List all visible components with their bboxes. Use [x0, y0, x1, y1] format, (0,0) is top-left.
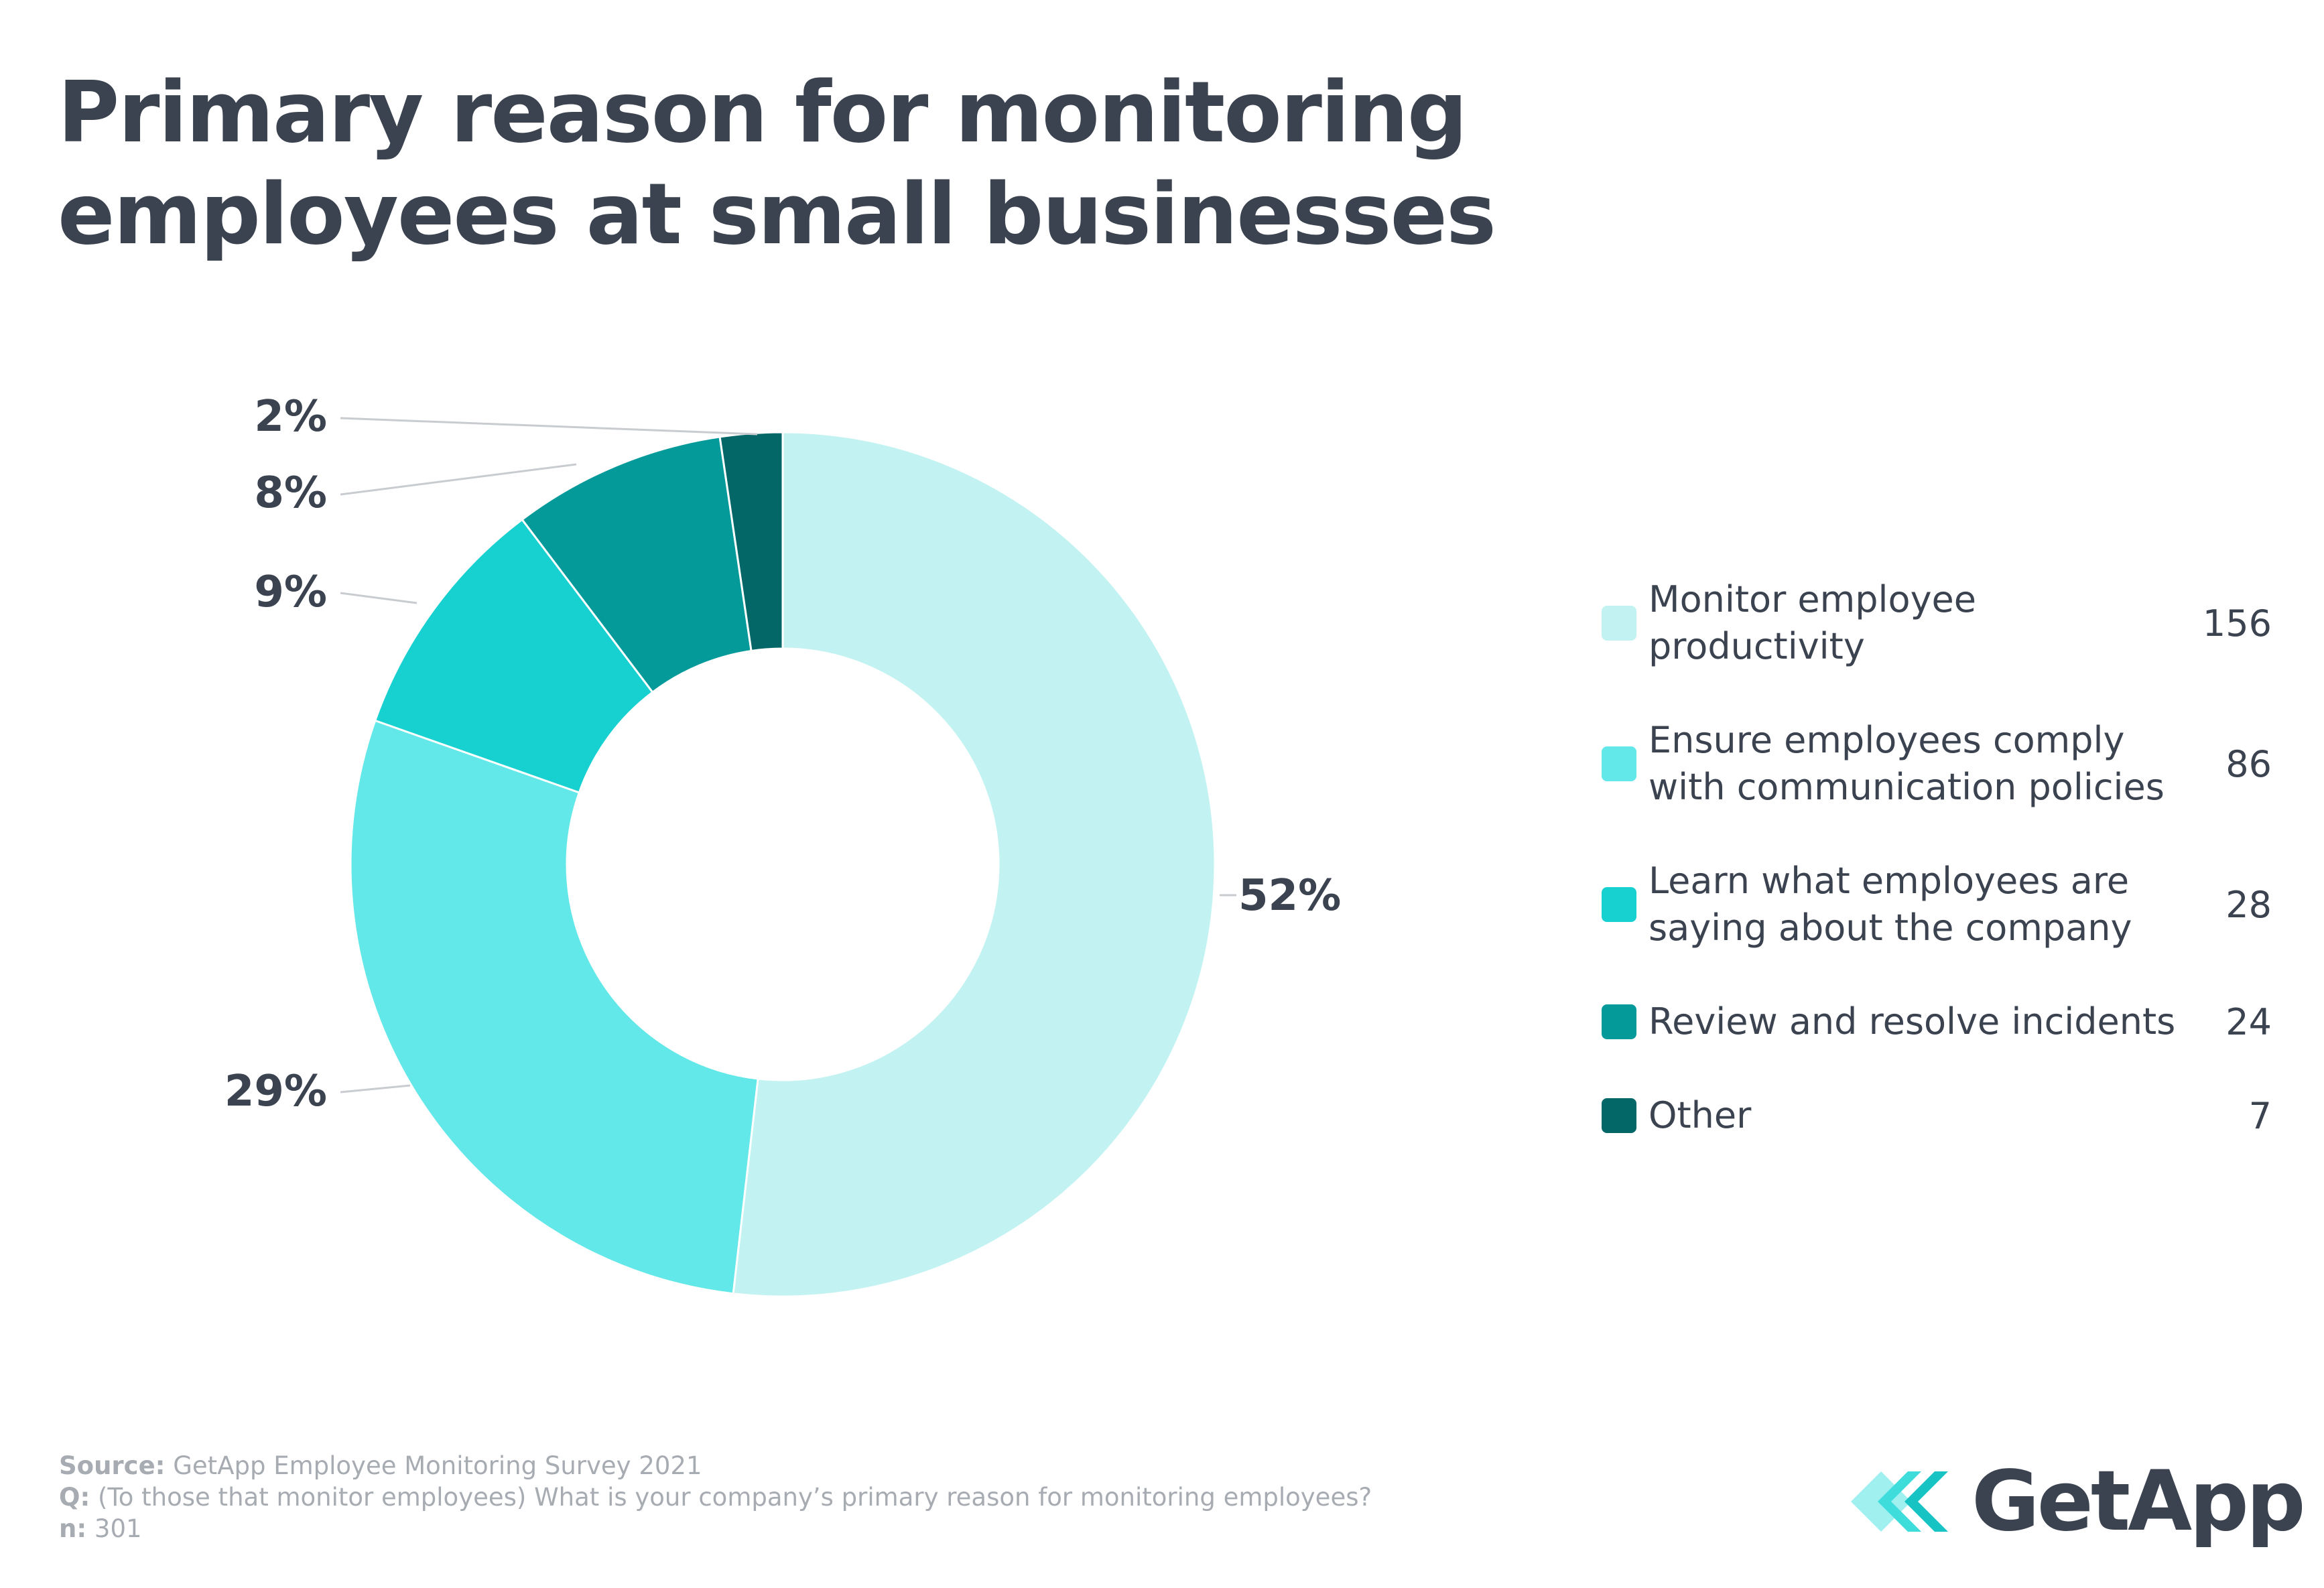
chart-title-line-2: employees at small businesses: [58, 165, 1496, 263]
legend-label-line: productivity: [1649, 625, 1865, 667]
legend-item: Learn what employees are saying about the…: [1602, 858, 2272, 951]
sample-size-line: n: 301: [59, 1513, 1372, 1544]
sample-size-label: n:: [59, 1514, 87, 1543]
donut-slices: [349, 431, 1216, 1298]
percent-labels: 52% 29% 9% 8% 2%: [224, 392, 1341, 1116]
leader-line-3: [340, 592, 417, 604]
donut-slice-4: [521, 436, 753, 694]
getapp-logo-text: GetApp: [1972, 1453, 2306, 1550]
legend-swatch: [1602, 887, 1636, 922]
percent-label-5: 2%: [254, 392, 327, 442]
legend-label: Ensure employees comply with communicatio…: [1649, 717, 2198, 811]
chart-title-line-1: Primary reason for monitoring: [58, 63, 1468, 161]
percent-label-1: 52%: [1238, 871, 1341, 921]
legend-label-line: Monitor employee: [1649, 578, 1976, 620]
legend-item: Review and resolve incidents 24: [1602, 998, 2272, 1045]
question-line: Q: (To those that monitor employees) Wha…: [59, 1481, 1372, 1513]
legend-label: Learn what employees are saying about the…: [1649, 858, 2198, 951]
legend-label-line: Review and resolve incidents: [1649, 1000, 2176, 1043]
donut-slice-2: [349, 719, 759, 1295]
legend-swatch: [1602, 1004, 1636, 1039]
legend-label-line: Other: [1649, 1094, 1752, 1136]
legend-swatch: [1602, 1098, 1636, 1133]
donut-slice-5: [718, 431, 784, 653]
source-text: GetApp Employee Monitoring Survey 2021: [173, 1451, 702, 1480]
percent-label-2: 29%: [224, 1067, 327, 1116]
legend-value: 86: [2225, 742, 2272, 785]
getapp-logo-icon: [1851, 1471, 1948, 1532]
legend-item: Other 7: [1602, 1092, 2272, 1139]
legend-label-line: Ensure employees comply: [1649, 719, 2125, 761]
legend-swatch: [1602, 606, 1636, 641]
percent-label-4: 8%: [254, 468, 327, 518]
donut-slice-3: [373, 518, 654, 794]
legend-value: 156: [2202, 602, 2272, 645]
source-label: Source:: [59, 1451, 166, 1480]
legend-value: 28: [2225, 883, 2272, 926]
question-label: Q:: [59, 1483, 90, 1512]
legend-swatch: [1602, 746, 1636, 781]
getapp-logo: GetApp: [1851, 1451, 2306, 1552]
source-line: Source: GetApp Employee Monitoring Surve…: [59, 1450, 1372, 1481]
legend-label-line: Learn what employees are: [1649, 860, 2130, 902]
leader-line-5: [340, 417, 758, 436]
legend-item: Ensure employees comply with communicatio…: [1602, 717, 2272, 811]
leader-line-2: [340, 1084, 411, 1094]
question-text: (To those that monitor employees) What i…: [98, 1483, 1372, 1512]
leader-line-4: [340, 463, 577, 496]
sample-size-text: 301: [94, 1514, 142, 1543]
legend-label: Monitor employee productivity: [1649, 576, 2198, 670]
chart-footer: Source: GetApp Employee Monitoring Surve…: [59, 1450, 1372, 1544]
legend-value: 24: [2225, 1000, 2272, 1043]
legend-item: Monitor employee productivity 156: [1602, 576, 2272, 670]
legend-label: Other: [1649, 1092, 2198, 1139]
donut-slice-1: [732, 431, 1216, 1298]
legend-label: Review and resolve incidents: [1649, 998, 2198, 1045]
percent-label-3: 9%: [254, 568, 327, 617]
legend-label-line: saying about the company: [1649, 907, 2132, 949]
legend-label-line: with communication policies: [1649, 766, 2165, 808]
leader-lines: [340, 417, 1236, 1094]
chart-title: Primary reason for monitoring employees …: [58, 62, 1666, 265]
legend-value: 7: [2248, 1094, 2272, 1137]
